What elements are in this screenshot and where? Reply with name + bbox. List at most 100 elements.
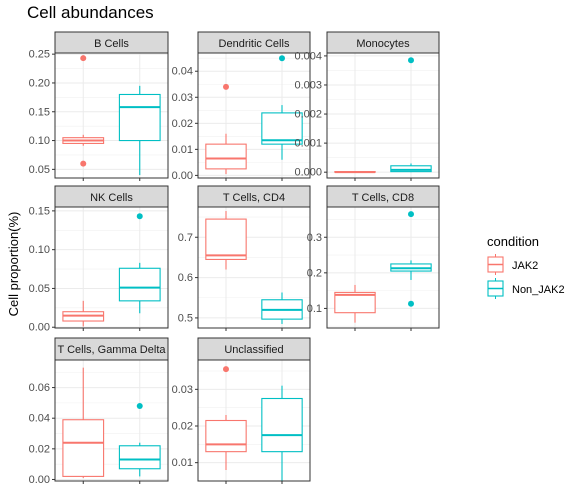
box-Non_JAK2 — [390, 211, 432, 307]
outlier-point — [223, 83, 229, 90]
y-tick-label: 0.02 — [172, 118, 193, 130]
facet-panel: Monocytes 0.000 0.001 0.002 0.003 0.004 — [294, 31, 440, 181]
y-tick-label: 0.3 — [307, 232, 322, 244]
y-tick-label: 0.00 — [172, 170, 193, 182]
y-tick-label: 0.25 — [29, 49, 50, 61]
box-JAK2 — [205, 83, 247, 175]
box-iqr — [205, 218, 247, 260]
y-tick-label: 0.001 — [294, 138, 322, 150]
panel-border — [54, 206, 169, 329]
y-tick-label: 0.004 — [294, 50, 322, 62]
y-tick-label: 0.05 — [29, 283, 50, 295]
chart-title: Cell abundances — [27, 3, 154, 22]
box-Non_JAK2 — [261, 55, 303, 160]
y-tick-label: 0.01 — [172, 457, 193, 469]
y-tick-label: 0.5 — [178, 312, 193, 324]
legend-item-JAK2: JAK2 — [487, 254, 538, 275]
box-iqr — [261, 397, 303, 453]
y-tick-label: 0.002 — [294, 109, 322, 121]
panel-border — [197, 359, 311, 482]
legend-label: JAK2 — [512, 260, 538, 272]
y-tick-label: 0.1 — [307, 303, 322, 315]
box-iqr — [205, 419, 247, 453]
facet-strip-label: T Cells, Gamma Delta — [58, 344, 167, 356]
box-JAK2 — [205, 366, 247, 470]
y-tick-label: 0.01 — [172, 144, 193, 156]
y-tick-label: 0.04 — [29, 413, 50, 425]
panel-border — [197, 52, 311, 179]
legend-items: JAK2 Non_JAK2 — [487, 254, 565, 299]
box-JAK2 — [334, 171, 376, 174]
box-Non_JAK2 — [118, 213, 161, 314]
y-tick-label: 0.02 — [172, 421, 193, 433]
box-iqr — [390, 165, 432, 173]
outlier-point — [408, 300, 414, 307]
box-JAK2 — [62, 55, 105, 167]
facet-strip-label: T Cells, CD8 — [352, 192, 414, 204]
facet-strip-label: NK Cells — [90, 192, 133, 204]
panel-border — [54, 52, 169, 179]
facet-panel: Unclassified 0.01 0.02 0.03 — [172, 337, 311, 484]
y-tick-label: 0.15 — [29, 106, 50, 118]
outlier-point — [80, 55, 87, 62]
y-tick-label: 0.03 — [172, 384, 193, 396]
panel-border — [54, 359, 169, 482]
box-iqr — [118, 93, 161, 142]
facet-strip-label: T Cells, CD4 — [223, 192, 285, 204]
panel-border — [326, 52, 440, 179]
outlier-point — [223, 366, 229, 373]
y-tick-label: 0.20 — [29, 77, 50, 89]
y-axis-label: Cell proportion(%) — [6, 212, 21, 317]
legend-item-Non_JAK2: Non_JAK2 — [487, 278, 565, 299]
box-Non_JAK2 — [261, 292, 303, 324]
legend-title: condition — [487, 234, 539, 249]
facet-strip-label: Unclassified — [224, 344, 283, 356]
outlier-point — [408, 211, 414, 218]
outlier-point — [408, 57, 414, 64]
facet-strip-label: Dendritic Cells — [219, 38, 290, 50]
facet-panel: B Cells 0.05 0.10 0.15 0.20 0.25 — [29, 31, 169, 181]
y-tick-label: 0.7 — [178, 232, 193, 244]
panel-border — [197, 206, 311, 329]
outlier-point — [279, 55, 285, 62]
box-Non_JAK2 — [390, 57, 432, 173]
box-JAK2 — [62, 300, 105, 327]
outlier-point — [136, 213, 143, 220]
box-JAK2 — [62, 367, 105, 478]
box-iqr — [334, 291, 376, 314]
y-tick-label: 0.00 — [29, 322, 50, 334]
y-tick-label: 0.03 — [172, 92, 193, 104]
y-tick-label: 0.000 — [294, 167, 322, 179]
panel-background — [55, 207, 168, 328]
y-tick-label: 0.04 — [172, 66, 193, 78]
y-tick-label: 0.15 — [29, 205, 50, 217]
box-JAK2 — [334, 284, 376, 323]
box-Non_JAK2 — [118, 402, 161, 477]
box-iqr — [118, 267, 161, 302]
panel-border — [326, 206, 440, 329]
y-tick-label: 0.10 — [29, 135, 50, 147]
legend: condition JAK2 Non_JAK2 — [487, 234, 565, 299]
outlier-point — [136, 402, 143, 409]
box-JAK2 — [205, 211, 247, 270]
facet-strip-label: B Cells — [94, 38, 129, 50]
facet-strip-label: Monocytes — [356, 38, 410, 50]
facet-panel: Dendritic Cells 0.00 0.01 0.02 0.03 0.04 — [172, 31, 311, 182]
facet-panel: T Cells, CD4 0.5 0.6 0.7 — [178, 185, 311, 331]
legend-label: Non_JAK2 — [512, 284, 565, 296]
box-iqr — [62, 419, 105, 477]
facet-panels: B Cells 0.05 0.10 0.15 0.20 0.25 Dendritic Cel… — [29, 31, 440, 486]
y-tick-label: 0.06 — [29, 382, 50, 394]
box-iqr — [118, 445, 161, 470]
y-tick-label: 0.003 — [294, 79, 322, 91]
box-iqr — [205, 143, 247, 170]
panel-background — [327, 53, 439, 178]
facet-panel: NK Cells 0.00 0.05 0.10 0.15 — [29, 185, 169, 334]
y-tick-label: 0.6 — [178, 272, 193, 284]
y-tick-label: 0.02 — [29, 443, 50, 455]
facet-panel: T Cells, Gamma Delta 0.00 0.02 0.04 0.06 — [29, 337, 169, 486]
y-tick-label: 0.00 — [29, 474, 50, 486]
y-tick-label: 0.05 — [29, 164, 50, 176]
box-Non_JAK2 — [261, 385, 303, 481]
